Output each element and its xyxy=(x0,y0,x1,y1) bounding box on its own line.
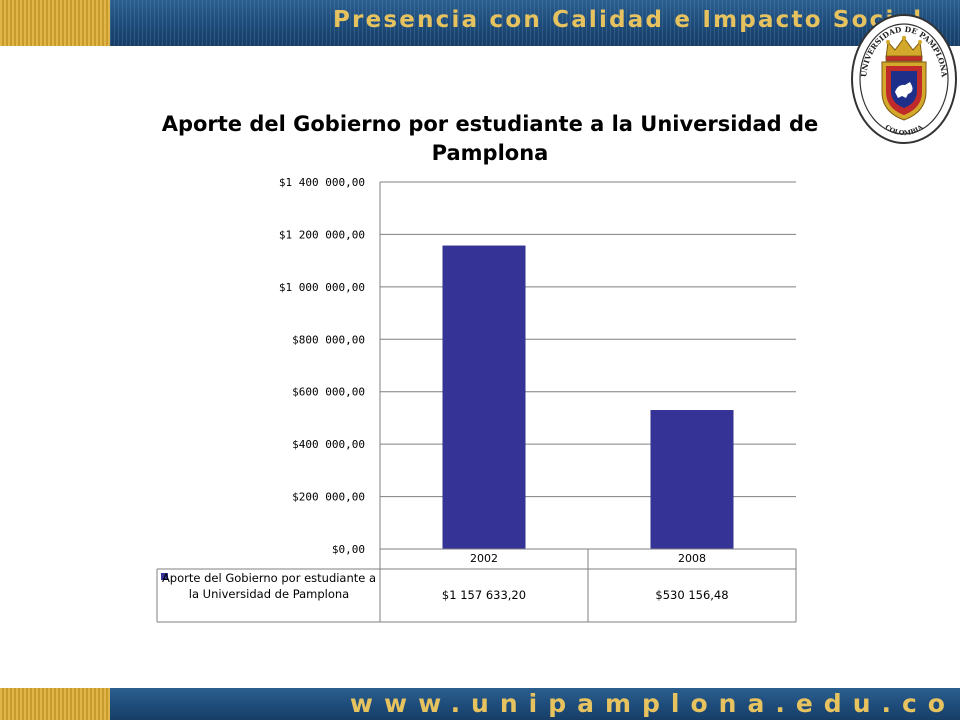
header-stripes xyxy=(110,0,960,46)
chart-title: Aporte del Gobierno por estudiante a la … xyxy=(161,112,819,165)
bars xyxy=(442,245,734,549)
university-seal-logo: UNIVERSIDAD DE PAMPLONA COLOMBIA xyxy=(851,14,957,144)
footer-url: www.unipamplona.edu.co xyxy=(349,689,956,718)
header-tagline: Presencia con Calidad e Impacto Social xyxy=(333,7,924,33)
crown-icon xyxy=(885,35,923,62)
footer-band: www.unipamplona.edu.co xyxy=(0,688,960,720)
y-tick-label: $1 200 000,00 xyxy=(279,228,365,241)
legend-swatch xyxy=(161,573,168,580)
data-label-2002: $1 157 633,20 xyxy=(441,588,527,602)
data-table-grid xyxy=(156,548,797,623)
y-tick-label: $800 000,00 xyxy=(292,333,365,346)
gridlines xyxy=(379,181,796,550)
data-label-2008: $530 156,48 xyxy=(655,588,729,602)
footer-gold-strip xyxy=(0,688,110,720)
category-label-2002: 2002 xyxy=(470,552,498,565)
category-label-2008: 2008 xyxy=(678,552,706,565)
bar-2002 xyxy=(442,245,526,549)
y-tick-label: $1 400 000,00 xyxy=(279,176,365,189)
shield-icon xyxy=(881,61,927,121)
y-tick-label: $600 000,00 xyxy=(292,386,365,399)
y-axis-tick-labels: $0,00 $200 000,00 $400 000,00 $600 000,00 $8… xyxy=(279,176,365,556)
y-tick-label: $200 000,00 xyxy=(292,491,365,504)
y-tick-label: $400 000,00 xyxy=(292,438,365,451)
header-gold-strip xyxy=(0,0,110,46)
y-tick-label: $0,00 xyxy=(332,543,365,556)
y-tick-label: $1 000 000,00 xyxy=(279,281,365,294)
legend-series-name: Aporte del Gobierno por estudiante a la … xyxy=(161,571,377,601)
bar-2008 xyxy=(650,410,734,549)
header-band: Presencia con Calidad e Impacto Social xyxy=(0,0,960,46)
